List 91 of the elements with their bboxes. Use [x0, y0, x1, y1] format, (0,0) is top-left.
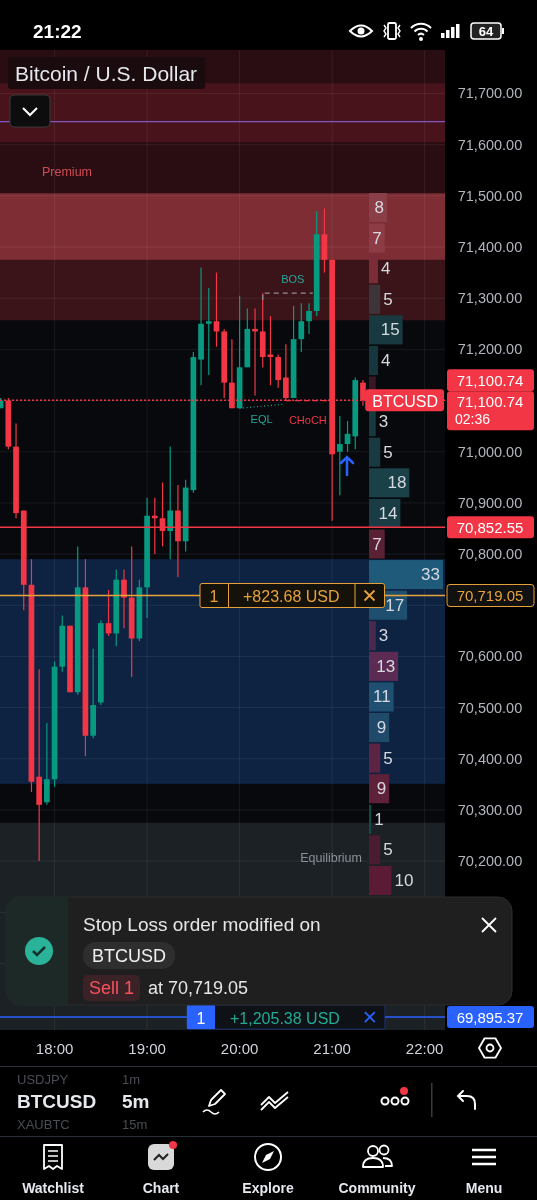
ref-line-label: BTCUSD — [372, 392, 438, 410]
text: 64 — [478, 23, 494, 39]
text: Menu — [465, 1180, 503, 1196]
data-label: 15 — [380, 320, 400, 340]
data-label: 9 — [376, 718, 387, 738]
text: 02:36 — [455, 411, 491, 428]
text: Bitcoin / U.S. Dollar — [15, 61, 198, 85]
text: 21:22 — [33, 20, 82, 42]
y-tick-label: 71,500.00 — [457, 187, 523, 204]
bar — [369, 345, 378, 375]
ref-line-label: +1,205.38 USD — [230, 1009, 340, 1027]
bar — [369, 621, 376, 651]
bar — [369, 315, 403, 345]
data-label: 7 — [372, 228, 382, 248]
annotation: CHoCH — [288, 413, 327, 426]
data-label: 1 — [374, 809, 384, 829]
data-label: 5 — [383, 748, 393, 768]
annotation: at 70,719.05 — [148, 978, 249, 998]
data-label: 8 — [374, 198, 384, 218]
text: XAUBTC — [17, 1116, 70, 1132]
bar — [369, 284, 381, 314]
y-tick-label: 71,000.00 — [457, 443, 523, 460]
y-tick-label: 70,200.00 — [457, 853, 523, 870]
x-tick-label: 18:00 — [35, 1039, 74, 1057]
text: USDJPY — [17, 1071, 69, 1087]
annotation: BOS — [281, 273, 305, 286]
text: 70,852.55 — [456, 518, 524, 536]
annotation: Stop Loss order modified on — [83, 913, 321, 935]
annotation: 1 — [196, 1009, 206, 1027]
data-label: 4 — [380, 259, 391, 279]
text: 71,100.74 — [456, 371, 524, 389]
candlestick — [306, 302, 312, 335]
text: Explore — [242, 1180, 294, 1196]
y-tick-label: 71,600.00 — [457, 136, 523, 153]
data-label: 9 — [376, 779, 387, 799]
y-tick-label: 70,900.00 — [457, 494, 523, 511]
y-tick-label: 71,700.00 — [457, 85, 523, 102]
y-tick-label: 70,800.00 — [457, 546, 523, 563]
x-tick-label: 20:00 — [220, 1039, 259, 1057]
band-label: Equilibrium — [300, 851, 362, 865]
candlestick — [44, 722, 50, 806]
text: BTCUSD — [17, 1090, 97, 1112]
annotation: 1 — [209, 588, 219, 605]
y-tick-label: 70,300.00 — [457, 801, 523, 818]
data-label: 17 — [385, 595, 405, 615]
data-label: 18 — [387, 473, 407, 493]
annotation: EQL — [250, 413, 273, 426]
bar — [369, 529, 385, 559]
text: 5m — [122, 1090, 150, 1112]
y-tick-label: 70,600.00 — [457, 648, 523, 665]
data-label: 3 — [378, 412, 389, 432]
text: Community — [338, 1180, 416, 1196]
bar — [369, 835, 381, 865]
y-tick-label: 71,400.00 — [457, 239, 523, 256]
x-tick-label: 22:00 — [405, 1039, 444, 1057]
data-label: 14 — [378, 503, 398, 523]
band-label: Premium — [42, 165, 93, 179]
data-label: 5 — [383, 442, 393, 462]
candlestick — [267, 315, 274, 386]
text: 70,719.05 — [456, 587, 524, 604]
text: 71,100.74 — [456, 392, 524, 410]
text: 15m — [122, 1116, 148, 1132]
candlestick — [336, 415, 343, 496]
text: Watchlist — [22, 1180, 85, 1196]
y-tick-label: 70,500.00 — [457, 699, 523, 716]
candlestick — [205, 287, 212, 376]
y-tick-label: 71,300.00 — [457, 290, 523, 307]
candlestick — [275, 353, 282, 389]
candlestick — [121, 568, 127, 629]
data-label: 10 — [394, 870, 414, 890]
data-label: 5 — [383, 289, 393, 309]
x-tick-label: 19:00 — [128, 1039, 166, 1057]
data-label: 7 — [372, 534, 382, 554]
data-label: 11 — [373, 687, 391, 707]
data-label: 33 — [421, 565, 440, 585]
data-label: 13 — [376, 656, 396, 676]
text: Chart — [142, 1180, 180, 1196]
text: 69,895.37 — [456, 1008, 524, 1026]
y-tick-label: 71,200.00 — [457, 341, 523, 358]
bar — [369, 865, 392, 895]
data-label: 3 — [378, 626, 389, 646]
text: 1m — [122, 1071, 141, 1087]
y-tick-label: 70,400.00 — [457, 750, 523, 767]
candlestick — [298, 302, 305, 353]
ref-line-label: +823.68 USD — [243, 588, 340, 605]
data-label: 4 — [380, 350, 391, 370]
candlestick — [167, 446, 174, 560]
data-label: 5 — [383, 840, 393, 860]
annotation: BTCUSD — [92, 946, 167, 966]
annotation: Sell 1 — [89, 978, 135, 998]
x-tick-label: 21:00 — [313, 1039, 351, 1057]
